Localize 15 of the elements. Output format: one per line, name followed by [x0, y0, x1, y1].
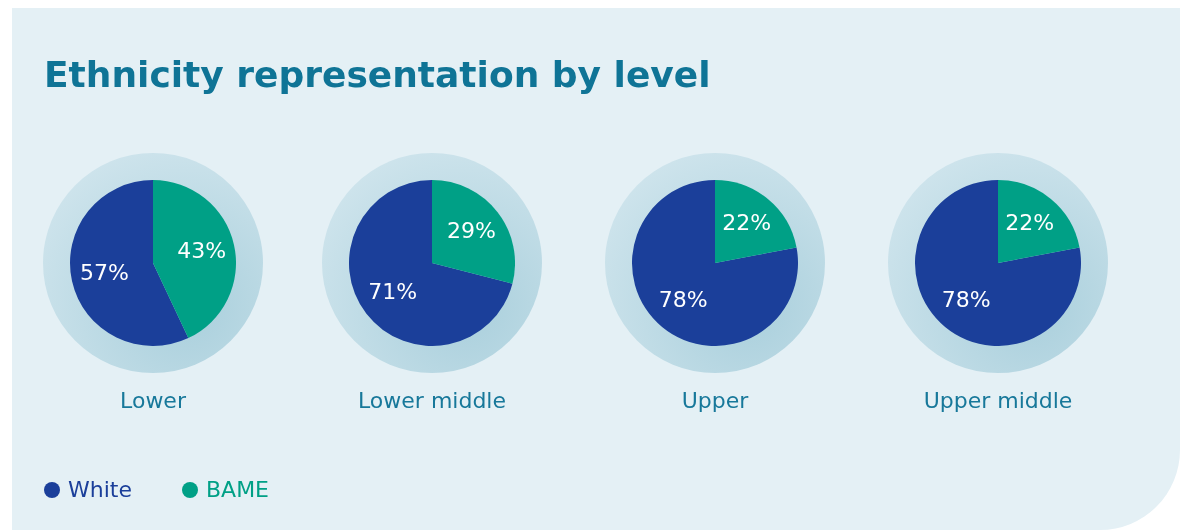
- legend-label: BAME: [205, 477, 270, 502]
- text: Ethnicity representation by level: [44, 54, 711, 95]
- data-label: 57%: [79, 259, 129, 285]
- data-label: 78%: [658, 287, 708, 313]
- data-label: 71%: [368, 279, 418, 305]
- text: Upper middle: [922, 388, 1074, 413]
- legend-label: White: [68, 477, 132, 502]
- text: Lower middle: [357, 388, 507, 413]
- text: Upper: [680, 388, 750, 413]
- data-label: 29%: [446, 218, 496, 244]
- text: Lower: [119, 388, 187, 413]
- data-label: 22%: [722, 210, 772, 236]
- data-label: 78%: [941, 287, 991, 313]
- data-label: 22%: [1005, 210, 1055, 236]
- data-label: 43%: [177, 237, 227, 263]
